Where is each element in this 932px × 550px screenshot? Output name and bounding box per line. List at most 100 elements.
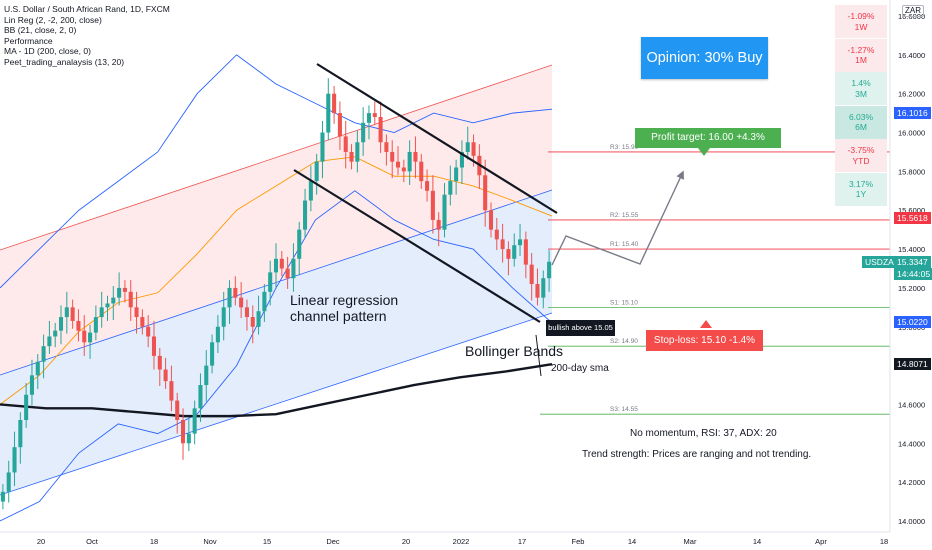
candle-body: [529, 264, 534, 285]
linear-regression-line2: channel pattern: [290, 308, 387, 324]
candle-body: [0, 491, 5, 502]
candle-body: [314, 161, 319, 182]
candle-body: [378, 117, 383, 143]
price-tag: 15.0220: [894, 316, 931, 329]
price-tick-label: 14.6000: [898, 400, 925, 409]
candle-body: [273, 258, 279, 273]
price-tick-label: 16.4000: [898, 51, 925, 60]
indicator-linreg[interactable]: Lin Reg (2, -2, 200, close): [4, 14, 102, 25]
price-tag: 14:44:05: [894, 267, 932, 280]
stop-loss-pointer: [700, 320, 712, 328]
candle-body: [320, 132, 325, 162]
candle-body: [413, 151, 418, 162]
performance-cell: 6.03% 6M: [835, 105, 887, 139]
indicator-ma[interactable]: MA - 1D (200, close, 0): [4, 46, 91, 57]
trend-note: Trend strength: Prices are ranging and n…: [582, 449, 812, 460]
momentum-note: No momentum, RSI: 37, ADX: 20: [630, 428, 777, 439]
candle-body: [12, 447, 17, 473]
candle-body: [512, 245, 517, 259]
candle-body: [215, 326, 220, 343]
candle-body: [326, 93, 331, 133]
performance-period: 3M: [855, 88, 867, 99]
time-tick-label: 2022: [453, 537, 470, 546]
candle-body: [64, 307, 69, 318]
candle-body: [204, 365, 209, 386]
candle-body: [425, 181, 430, 191]
projection-arrow[interactable]: [551, 170, 684, 266]
candle-body: [483, 175, 488, 211]
performance-cell: -1.09% 1W: [835, 5, 887, 38]
time-tick-label: 20: [37, 537, 45, 546]
price-tag: 15.3347: [894, 255, 931, 268]
candle-body: [117, 287, 122, 298]
bollinger-note: Bollinger Bands: [465, 343, 564, 359]
candle-body: [18, 420, 23, 448]
candle-body: [105, 303, 110, 308]
candle-body: [285, 268, 290, 279]
linear-regression-note: Linear regression channel pattern: [290, 292, 398, 324]
time-tick-label: 14: [753, 537, 761, 546]
price-tag: 14.8071: [894, 358, 931, 371]
stop-loss-label: Stop-loss: 15.10 -1.4%: [646, 330, 763, 351]
candle-body: [35, 361, 40, 376]
performance-cell: -1.27% 1M: [835, 38, 887, 72]
candle-body: [366, 113, 372, 123]
candle-body: [349, 151, 354, 162]
candle-body: [256, 311, 261, 327]
performance-value: -1.09%: [847, 11, 875, 21]
pivot-level-label: S1: 15.10: [610, 299, 638, 306]
candle-body: [459, 151, 464, 168]
candle-body: [70, 307, 75, 321]
candle-body: [146, 326, 151, 337]
candle-body: [169, 381, 174, 401]
performance-period: 6M: [855, 122, 867, 132]
candle-body: [419, 161, 424, 182]
candle-body: [384, 142, 389, 152]
currency-badge[interactable]: ZAR: [902, 5, 924, 17]
candle-body: [547, 261, 552, 279]
price-tick-label: 15.6000: [898, 206, 925, 215]
candle-body: [6, 472, 11, 492]
time-tick-label: Mar: [684, 537, 697, 546]
indicator-performance[interactable]: Performance: [4, 35, 53, 46]
performance-period: 1Y: [855, 189, 867, 199]
pivot-level-label: S3: 14.55: [610, 406, 638, 413]
sma-note: 200-day sma: [551, 363, 609, 374]
candle-body: [227, 287, 232, 308]
candle-body: [436, 219, 441, 230]
candle-body: [24, 394, 29, 420]
sma-200-line: [0, 363, 553, 418]
downtrend-resistance-line[interactable]: [316, 63, 558, 214]
opinion-box: Opinion: 30% Buy: [641, 37, 768, 79]
price-tick-label: 16.2000: [898, 90, 925, 99]
downtrend-support-line[interactable]: [293, 169, 541, 323]
time-tick-label: 15: [263, 537, 271, 546]
candle-body: [151, 336, 157, 356]
candle-body: [157, 355, 162, 370]
indicator-peet[interactable]: Peet_trading_analaysis (13, 20): [4, 56, 125, 67]
candle-body: [76, 320, 81, 331]
candle-body: [372, 113, 377, 117]
price-tick-label: 15.4000: [898, 245, 925, 254]
candle-body: [239, 297, 244, 308]
candle-body: [41, 346, 46, 362]
profit-target-label: Profit target: 16.00 +4.3%: [635, 128, 781, 148]
time-tick-label: 17: [518, 537, 526, 546]
performance-period: 1W: [854, 21, 868, 32]
bollinger-basis: [0, 156, 553, 405]
symbol-title[interactable]: U.S. Dollar / South African Rand, 1D, FX…: [4, 4, 170, 14]
candle-body: [303, 200, 308, 230]
candle-body: [122, 287, 127, 292]
pivot-level-label: S2: 14.90: [610, 338, 638, 345]
candle-body: [186, 433, 191, 444]
candle-body: [541, 278, 546, 298]
candle-body: [401, 167, 406, 172]
candle-body: [53, 330, 58, 337]
candle-body: [465, 142, 470, 152]
time-tick-label: Nov: [203, 537, 217, 546]
indicator-bb[interactable]: BB (21, close, 2, 0): [4, 25, 77, 36]
candle-body: [361, 122, 366, 143]
candle-body: [140, 317, 145, 327]
candle-body: [128, 291, 133, 308]
